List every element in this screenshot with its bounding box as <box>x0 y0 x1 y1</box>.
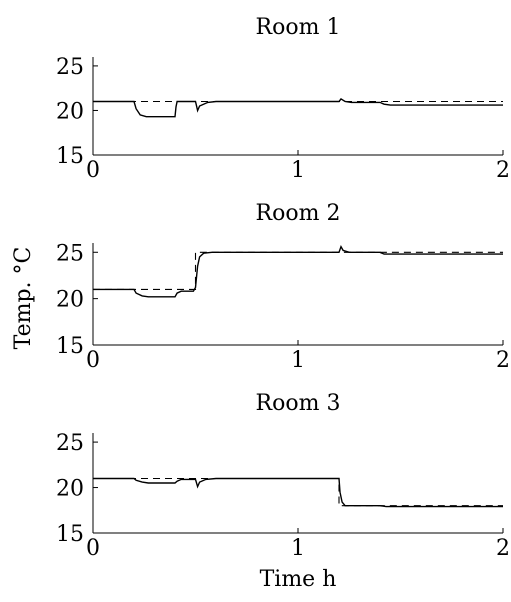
x-tick-label: 1 <box>291 536 305 561</box>
x-tick-label: 1 <box>291 158 305 183</box>
x-tick-label: 2 <box>496 158 510 183</box>
y-tick-label: 15 <box>56 144 84 169</box>
subplot-room-3: Room 3 15 20 25 0 1 2 <box>56 391 510 561</box>
x-tick-label: 2 <box>496 536 510 561</box>
y-tick-label: 25 <box>56 241 84 266</box>
temperature-line <box>93 477 503 508</box>
y-tick-label: 20 <box>56 288 84 313</box>
subplot-room-1: Room 1 15 20 25 0 1 2 <box>56 15 510 183</box>
y-tick-label: 25 <box>56 55 84 80</box>
x-tick-label: 2 <box>496 348 510 373</box>
y-tick-label: 25 <box>56 431 84 456</box>
x-tick-label: 1 <box>291 348 305 373</box>
subplot-room-2: Room 2 15 20 25 0 1 2 <box>56 201 510 373</box>
x-axis-label: Time h <box>260 567 337 592</box>
x-tick-label: 0 <box>86 158 100 183</box>
subplot-title: Room 3 <box>256 391 341 416</box>
y-axis-label: Temp. °C <box>11 247 36 350</box>
y-tick-label: 20 <box>56 477 84 502</box>
temperature-line <box>93 245 503 298</box>
y-tick-label: 15 <box>56 522 84 547</box>
setpoint-line <box>93 251 503 290</box>
subplot-title: Room 2 <box>256 201 341 226</box>
y-tick-label: 15 <box>56 334 84 359</box>
subplot-title: Room 1 <box>256 15 341 40</box>
x-tick-label: 0 <box>86 348 100 373</box>
y-tick-label: 20 <box>56 99 84 124</box>
temperature-line <box>93 97 503 118</box>
x-tick-label: 0 <box>86 536 100 561</box>
